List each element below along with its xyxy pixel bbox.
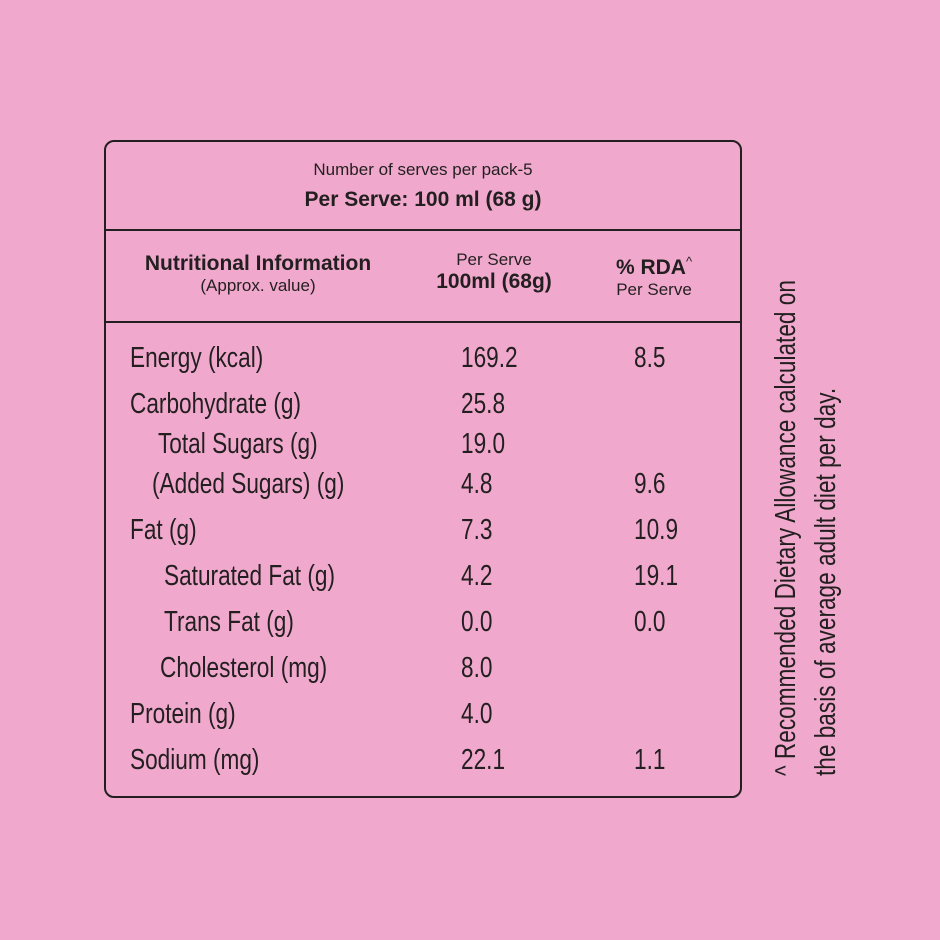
footnote-line-2: the basis of average adult diet per day. [810,387,842,776]
table-row: Cholesterol (mg) 8.0 [106,648,740,688]
nutrition-table: Number of serves per pack-5 Per Serve: 1… [104,140,742,798]
row-value: 0.0 [461,606,493,638]
row-rda: 8.5 [634,342,666,374]
row-name: Carbohydrate (g) [130,388,301,420]
row-value: 4.8 [461,468,493,500]
nutri-title: Nutritional Information [144,252,372,275]
table-row: Total Sugars (g) 19.0 [106,424,740,464]
row-rda: 0.0 [634,606,666,638]
row-value: 4.2 [461,560,493,592]
row-name: Sodium (mg) [130,744,260,776]
table-row: Saturated Fat (g) 4.2 19.1 [106,556,740,596]
row-value: 7.3 [461,514,493,546]
nutri-column-header: Nutritional Information (Approx. value) [118,252,398,296]
divider-top [106,229,740,231]
table-row: (Added Sugars) (g) 4.8 9.6 [106,464,740,504]
rda-header-sub: Per Serve [616,280,692,299]
row-value: 4.0 [461,698,493,730]
row-name: (Added Sugars) (g) [152,468,345,500]
serve-header-top: Per Serve [456,250,532,269]
divider-header [106,321,740,323]
rda-footnote: ^ Recommended Dietary Allowance calculat… [766,216,846,776]
row-rda: 9.6 [634,468,666,500]
rda-header-title: % RDA^ [615,254,693,279]
per-serve-title: Per Serve: 100 ml (68 g) [304,188,542,211]
serve-header-bottom: 100ml (68g) [436,270,552,293]
serves-per-pack: Number of serves per pack-5 [313,160,533,179]
footnote-line-1: ^ Recommended Dietary Allowance calculat… [770,280,802,776]
serve-column-header: Per Serve 100ml (68g) [406,250,582,294]
rda-column-header: % RDA^ Per Serve [592,250,716,300]
table-row: Protein (g) 4.0 [106,694,740,734]
table-row: Sodium (mg) 22.1 1.1 [106,740,740,780]
rda-caret: ^ [685,254,693,269]
row-value: 8.0 [461,652,493,684]
row-name: Energy (kcal) [130,342,264,374]
row-rda: 10.9 [634,514,679,546]
row-rda: 19.1 [634,560,679,592]
row-value: 22.1 [461,744,506,776]
row-rda: 1.1 [634,744,666,776]
row-name: Total Sugars (g) [158,428,318,460]
table-row: Energy (kcal) 169.2 8.5 [106,338,740,378]
row-value: 19.0 [461,428,506,460]
table-row: Trans Fat (g) 0.0 0.0 [106,602,740,642]
row-name: Fat (g) [130,514,197,546]
row-value: 169.2 [461,342,518,374]
row-name: Protein (g) [130,698,236,730]
row-name: Trans Fat (g) [164,606,294,638]
row-name: Saturated Fat (g) [164,560,335,592]
nutri-subtitle: (Approx. value) [200,276,316,295]
table-row: Carbohydrate (g) 25.8 [106,384,740,424]
table-row: Fat (g) 7.3 10.9 [106,510,740,550]
row-name: Cholesterol (mg) [160,652,328,684]
row-value: 25.8 [461,388,506,420]
